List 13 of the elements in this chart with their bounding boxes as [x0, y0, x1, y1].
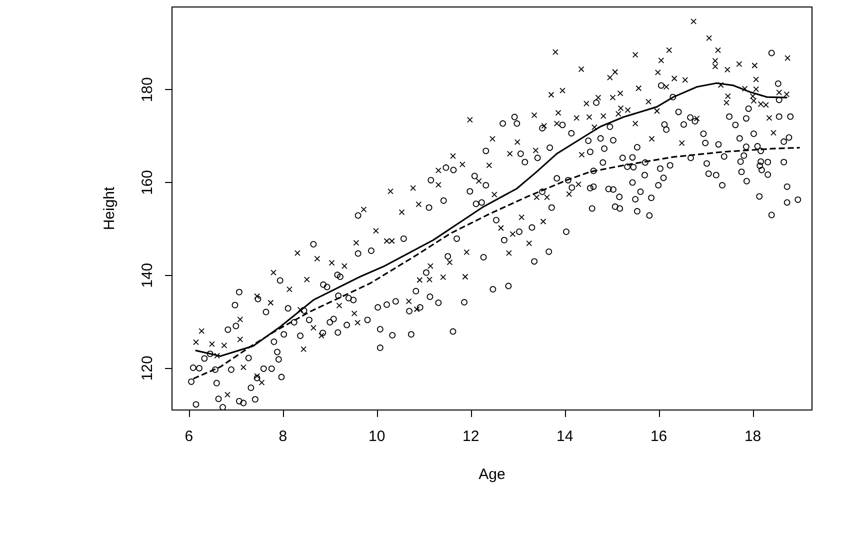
y-tick-label: 120: [139, 356, 156, 381]
x-tick-label: 8: [278, 428, 288, 445]
x-tick-label: 10: [368, 428, 386, 445]
y-tick-label: 160: [139, 170, 156, 196]
x-tick-label: 12: [462, 428, 480, 445]
y-tick-label: 180: [139, 77, 156, 102]
x-tick-label: 6: [184, 428, 194, 445]
y-tick-label: 140: [139, 262, 156, 288]
y-axis-title: Height: [101, 186, 118, 230]
x-tick-label: 14: [556, 428, 574, 445]
x-tick-label: 18: [744, 428, 762, 445]
x-axis-title: Age: [478, 466, 506, 483]
x-tick-label: 16: [650, 428, 668, 445]
